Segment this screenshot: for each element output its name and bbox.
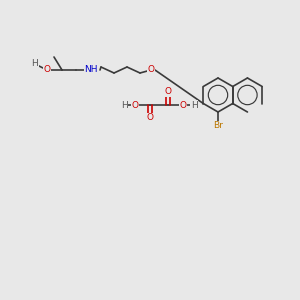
Text: O: O [179, 100, 187, 109]
Text: Br: Br [213, 122, 223, 130]
Text: H: H [32, 59, 38, 68]
Text: NH: NH [84, 65, 98, 74]
Text: O: O [164, 88, 172, 97]
Text: O: O [148, 65, 154, 74]
Text: O: O [146, 113, 154, 122]
Text: O: O [44, 65, 50, 74]
Text: H: H [190, 100, 197, 109]
Text: H: H [121, 100, 128, 109]
Text: O: O [131, 100, 139, 109]
